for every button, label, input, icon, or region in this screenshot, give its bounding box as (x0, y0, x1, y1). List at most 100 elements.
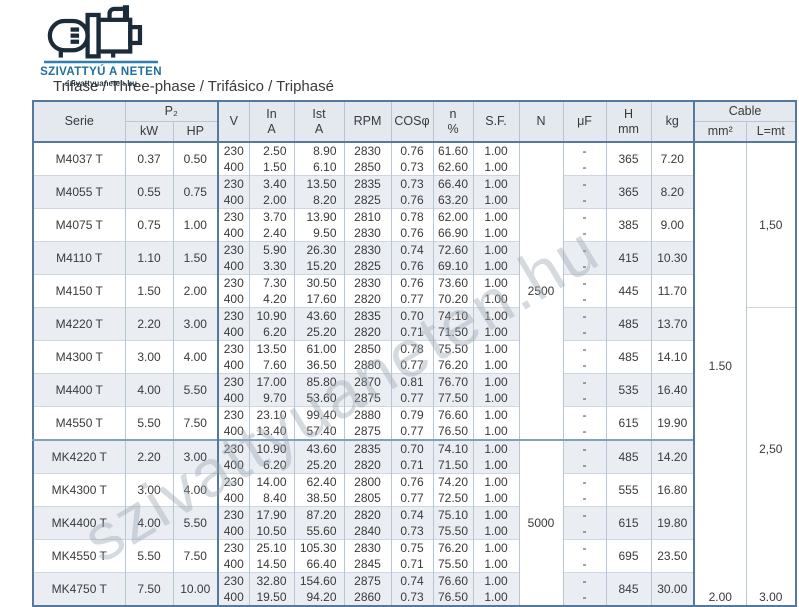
cell-rpm: 2810 (343, 208, 392, 225)
cell-cos: 0.77 (390, 357, 434, 374)
cell-rpm: 2800 (343, 473, 392, 490)
cell-cos: 0.73 (390, 589, 434, 606)
cell-n: 76.20 (432, 539, 474, 556)
cell-uf: - (562, 523, 607, 540)
cell-cos: 0.73 (390, 523, 434, 540)
cell-kg: 19.80 (650, 506, 695, 540)
cell-serie: M4075 T (32, 208, 125, 242)
cell-hp: 7.50 (172, 539, 219, 573)
cell-n: 66.90 (432, 225, 474, 242)
cell-ist: 25.20 (293, 324, 345, 341)
header-row-2: kW HP mm² L=mt (33, 121, 797, 142)
table-row: MK4220 T 2.20 3.00 230 10.90 43.60 2835 0.70 74.… (32, 439, 796, 606)
cell-sf: 1.00 (472, 340, 520, 357)
cell-n: 70.20 (432, 291, 474, 308)
cell-cos: 0.71 (390, 324, 434, 341)
cell-n: 75.50 (432, 340, 474, 357)
table-row: MK4550 T 5.50 7.50 230 25.10 105.30 2830 0.75 76… (32, 539, 796, 573)
cell-uf: - (562, 175, 607, 192)
cell-n: 77.50 (432, 390, 474, 407)
cell-n: 61.60 (432, 141, 474, 159)
cell-in: 3.70 (248, 208, 295, 225)
cell-n: 73.60 (432, 274, 474, 291)
cell-ist: 13.50 (293, 175, 345, 192)
spec-table: Serie P₂ V In A Ist A RPM COSφ n% S.F. N μ… (32, 100, 798, 607)
cell-hp: 1.50 (172, 241, 219, 275)
cell-uf: - (562, 324, 607, 341)
cell-kg: 16.80 (650, 473, 695, 507)
cell-kg: 23.50 (650, 539, 695, 573)
cell-cable-mm2: 2.00 (693, 589, 747, 606)
cell-v: 230 (217, 539, 250, 556)
table-row: M4300 T 3.00 4.00 230 13.50 61.00 2850 0.78 75.5… (32, 340, 796, 374)
cell-ist: 30.50 (293, 274, 345, 291)
cell-sf: 1.00 (472, 406, 520, 423)
cell-serie: M4400 T (32, 373, 125, 407)
cell-rpm: 2880 (343, 357, 392, 374)
cell-cos: 0.76 (390, 258, 434, 275)
cell-h: 555 (605, 473, 652, 507)
cell-rpm: 2830 (343, 141, 392, 159)
spec-table-wrap: Serie P₂ V In A Ist A RPM COSφ n% S.F. N μ… (32, 100, 798, 607)
cell-in: 6.20 (248, 457, 295, 474)
cell-serie: M4110 T (32, 241, 125, 275)
cell-kw: 4.00 (124, 506, 173, 540)
cell-serie: MK4300 T (32, 473, 125, 507)
cell-in: 13.40 (248, 423, 295, 440)
cell-rpm: 2835 (343, 439, 392, 457)
col-header-in: In A (248, 101, 295, 142)
cell-v: 230 (217, 208, 250, 225)
cell-uf: - (562, 258, 607, 275)
cell-h: 695 (605, 539, 652, 573)
cell-kw: 2.20 (124, 439, 173, 474)
logo-underline (44, 60, 158, 64)
cell-rpm: 2875 (343, 423, 392, 440)
cell-ist: 6.10 (293, 159, 345, 176)
cell-kw: 2.20 (124, 307, 173, 341)
cell-hp: 5.50 (172, 506, 219, 540)
table-header: Serie P₂ V In A Ist A RPM COSφ n% S.F. N μ… (32, 101, 797, 142)
cell-n: 71.50 (432, 324, 474, 341)
cell-rpm: 2825 (343, 192, 392, 209)
cell-h: 615 (605, 406, 652, 440)
cell-n: 75.10 (432, 506, 474, 523)
col-header-kg: kg (650, 101, 695, 142)
cell-v: 400 (217, 390, 250, 407)
cell-hp: 3.00 (172, 307, 219, 341)
cell-in: 2.00 (248, 192, 295, 209)
cell-n: 76.50 (432, 423, 474, 440)
cell-n: 75.50 (432, 523, 474, 540)
cell-v: 230 (217, 373, 250, 390)
cell-rpm: 2820 (343, 291, 392, 308)
cell-uf: - (562, 373, 607, 390)
cell-sf: 1.00 (472, 258, 520, 275)
table-row: 400 9.70 53.60 2875 0.77 77.50 1.00 - (33, 390, 796, 407)
col-header-h-line1: H (624, 107, 634, 122)
col-header-cos: COSφ (390, 101, 434, 142)
table-row: 400 13.40 57.40 2875 0.77 76.50 1.00 - (33, 423, 796, 440)
cell-cos: 0.74 (390, 572, 434, 589)
cell-ist: 26.30 (293, 241, 345, 258)
cell-cos: 0.73 (390, 159, 434, 176)
cell-rpm: 2830 (343, 539, 392, 556)
brand-name: SZIVATTYÚ A NETEN (40, 66, 162, 78)
cell-rpm: 2835 (343, 175, 392, 192)
cell-sf: 1.00 (472, 241, 520, 258)
cell-in: 19.50 (248, 589, 295, 606)
cell-sf: 1.00 (472, 192, 520, 209)
cell-v: 400 (217, 357, 250, 374)
table-row: 400 8.40 38.50 2805 0.77 72.50 1.00 - (33, 490, 796, 507)
cell-in: 7.60 (248, 357, 295, 374)
col-header-n: n% (432, 101, 474, 142)
cell-sf: 1.00 (472, 274, 520, 291)
col-header-n-line1: n (449, 107, 457, 122)
cell-rpm: 2820 (343, 324, 392, 341)
table-row: 400 6.20 25.20 2820 0.71 71.50 1.00 - (33, 457, 796, 474)
cell-n: 72.50 (432, 490, 474, 507)
table-row: 400 1.50 6.10 2850 0.73 62.60 1.00 - (33, 159, 796, 176)
cell-h: 365 (605, 141, 652, 176)
cell-cos: 0.76 (390, 141, 434, 159)
cell-serie: M4550 T (32, 406, 125, 440)
